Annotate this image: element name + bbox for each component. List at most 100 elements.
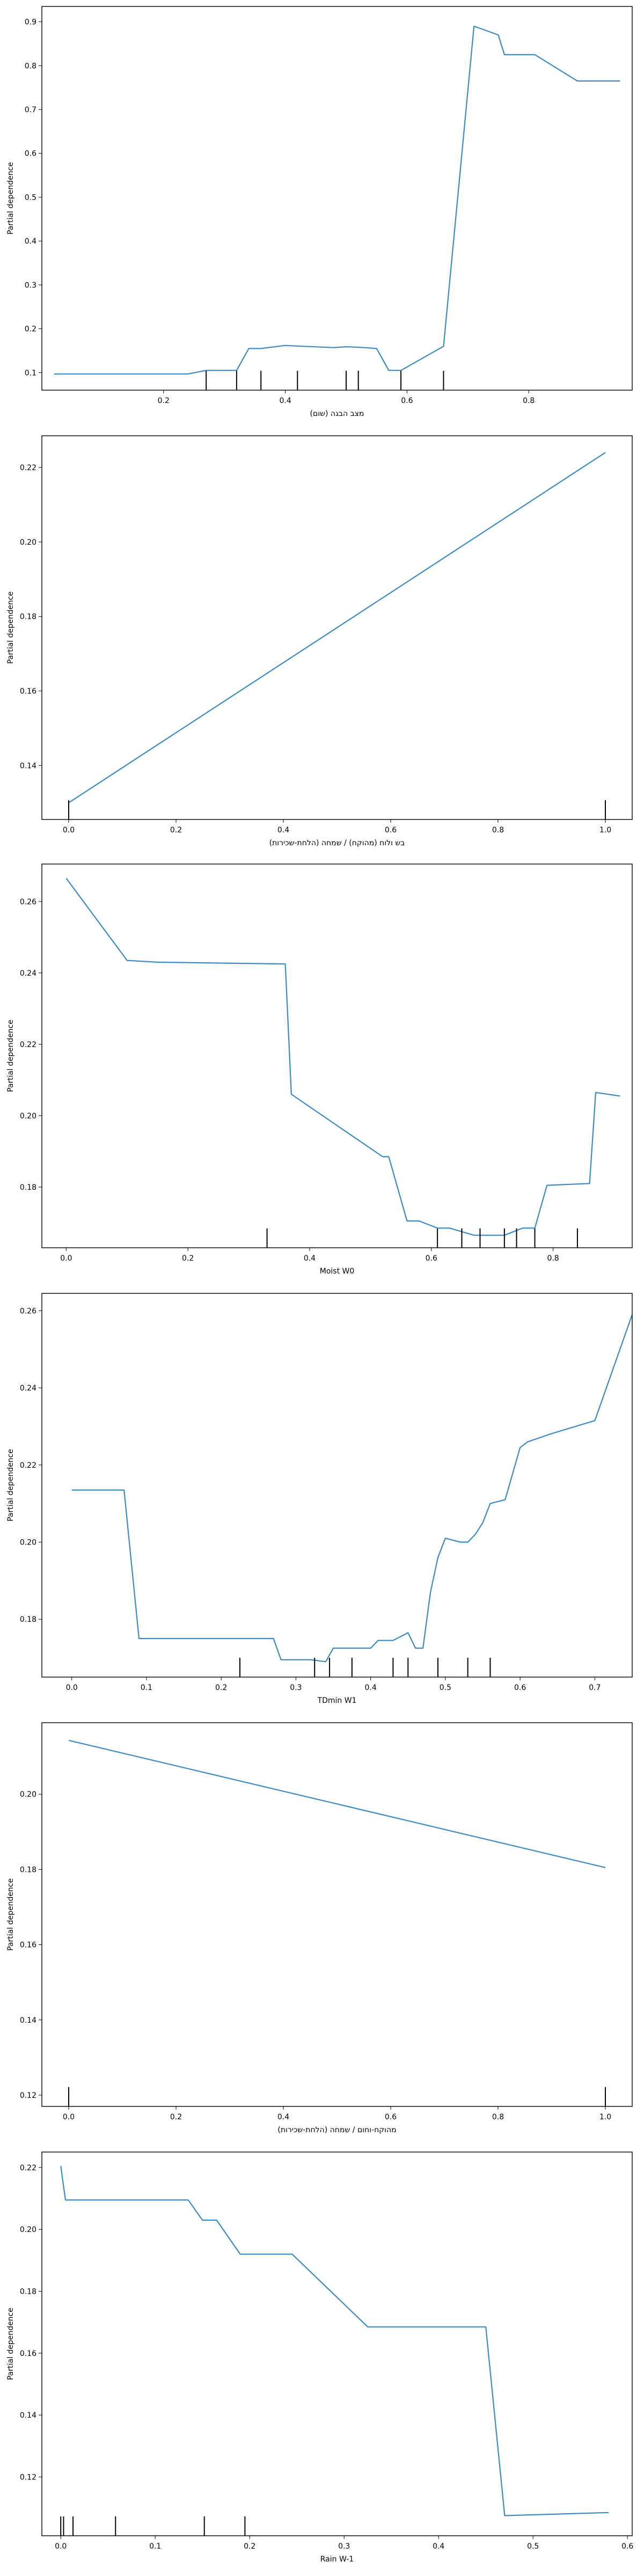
x-axis-label: מהוקח-וחום / שמחה (הלחת-שכירות) [277,2126,396,2134]
x-tick-label: 0.1 [149,2542,161,2551]
y-tick-label: 0.16 [20,687,36,696]
x-tick-label: 0.2 [182,1254,194,1263]
x-tick-label: 0.3 [290,1684,302,1692]
y-tick-label: 0.20 [20,1112,36,1121]
pd-chart-1: 0.1 0.2 0.3 0.4 0.5 0.6 0.7 0.8 0.9 0.2 0.4 0.6 0.8 מ… [6,6,633,418]
x-tick-label: 0.7 [589,1684,601,1692]
y-axis-label: Partial dependence [6,1020,15,1092]
y-tick-label: 0.22 [20,1041,36,1049]
pd-chart-5: 0.12 0.14 0.16 0.18 0.20 0.0 0.2 0.4 0.6 0.8 1.0 מה… [6,1722,633,2134]
y-tick-label: 0.24 [20,1384,36,1393]
y-tick-label: 0.22 [20,1461,36,1470]
x-tick-label: 0.0 [63,2113,75,2121]
y-tick-label: 0.20 [20,1538,36,1547]
x-axis-label: בש ולוח (מהוקח) / שמחה (הלחת-שכירות) [269,839,405,847]
x-tick-label: 0.1 [141,1684,152,1692]
y-tick-label: 0.18 [20,2287,36,2296]
y-tick-label: 0.14 [20,762,36,770]
x-tick-label: 0.8 [547,1254,559,1263]
pd-series-line [68,452,606,803]
x-tick-label: 0.4 [277,826,289,835]
y-tick-label: 0.1 [25,369,36,377]
y-tick-label: 0.14 [20,2411,36,2420]
y-tick-label: 0.2 [25,325,36,334]
y-tick-label: 0.6 [25,150,36,158]
y-tick-label: 0.7 [25,106,36,114]
y-tick-label: 0.8 [25,62,36,70]
x-tick-label: 0.0 [66,1684,78,1692]
x-tick-label: 0.6 [621,2542,633,2551]
y-tick-label: 0.18 [20,613,36,621]
x-tick-label: 0.0 [63,826,75,835]
x-axis-label: Rain W-1 [320,2555,354,2564]
x-tick-label: 0.4 [304,1254,316,1263]
axes-frame [41,1722,633,2107]
y-tick-label: 0.20 [20,538,36,547]
y-tick-label: 0.22 [20,2164,36,2172]
y-tick-label: 0.20 [20,2226,36,2234]
x-tick-label: 0.8 [492,2113,504,2121]
x-tick-label: 0.3 [338,2542,350,2551]
axes-frame [41,435,633,820]
pd-series-line [71,1314,633,1663]
y-tick-label: 0.12 [20,2091,36,2100]
y-tick-label: 0.12 [20,2473,36,2482]
x-tick-label: 0.2 [170,826,182,835]
y-tick-label: 0.5 [25,193,36,202]
y-tick-label: 0.4 [25,237,36,246]
y-tick-label: 0.18 [20,1615,36,1624]
y-tick-label: 0.18 [20,1183,36,1192]
y-tick-label: 0.24 [20,969,36,978]
y-axis-label: Partial dependence [6,2308,15,2380]
y-tick-label: 0.26 [20,898,36,906]
x-tick-label: 0.6 [426,1254,437,1263]
x-tick-label: 0.5 [440,1684,451,1692]
pd-series-line [65,877,620,1236]
y-axis-label: Partial dependence [6,162,15,235]
x-tick-label: 0.5 [527,2542,539,2551]
x-tick-label: 0.4 [365,1684,377,1692]
axes-frame [41,2151,633,2536]
axes-frame [41,6,633,391]
y-axis-label: Partial dependence [6,1878,15,1951]
x-tick-label: 1.0 [599,826,611,835]
pd-series-line [68,1739,606,1868]
y-axis-label: Partial dependence [6,1449,15,1521]
x-tick-label: 0.0 [60,1254,72,1263]
y-tick-label: 0.26 [20,1307,36,1315]
y-tick-label: 0.16 [20,1941,36,1950]
pd-chart-4: 0.18 0.20 0.22 0.24 0.26 0.0 0.1 0.2 0.3 0.4 0.5 0.… [6,1293,633,1705]
x-tick-label: 0.0 [55,2542,67,2551]
axes-frame [41,1293,633,1678]
x-tick-label: 0.4 [433,2542,444,2551]
x-tick-label: 0.2 [215,1684,227,1692]
x-tick-label: 0.6 [385,826,397,835]
x-axis-label: Moist W0 [320,1267,355,1276]
pd-series-line [60,2165,609,2516]
x-tick-label: 0.6 [514,1684,526,1692]
pd-chart-6: 0.12 0.14 0.16 0.18 0.20 0.22 0.0 0.1 0.2 0.3 0.4 0… [6,2151,633,2564]
x-axis-label: מצב הבגה (שום) [310,409,364,418]
axes-frame [41,863,633,1248]
x-tick-label: 0.6 [401,397,413,405]
pd-chart-3: 0.18 0.20 0.22 0.24 0.26 0.0 0.2 0.4 0.6 0.8 Moist… [6,863,633,1276]
x-axis-label: TDmin W1 [317,1696,357,1705]
y-tick-label: 0.16 [20,2350,36,2358]
pd-series-line [54,25,620,375]
y-tick-label: 0.14 [20,2016,36,2025]
x-tick-label: 0.4 [279,397,291,405]
y-tick-label: 0.20 [20,1790,36,1799]
x-tick-label: 0.2 [158,397,170,405]
y-axis-label: Partial dependence [6,591,15,664]
y-tick-label: 0.9 [25,18,36,27]
y-tick-label: 0.22 [20,464,36,472]
x-tick-label: 0.8 [523,397,535,405]
x-tick-label: 0.8 [492,826,504,835]
pd-chart-2: 0.14 0.16 0.18 0.20 0.22 0.0 0.2 0.4 0.6 0.8 1.0 בש… [6,435,633,847]
y-tick-label: 0.3 [25,281,36,290]
x-tick-label: 1.0 [599,2113,611,2121]
x-tick-label: 0.2 [170,2113,182,2121]
x-tick-label: 0.4 [277,2113,289,2121]
x-tick-label: 0.6 [385,2113,397,2121]
